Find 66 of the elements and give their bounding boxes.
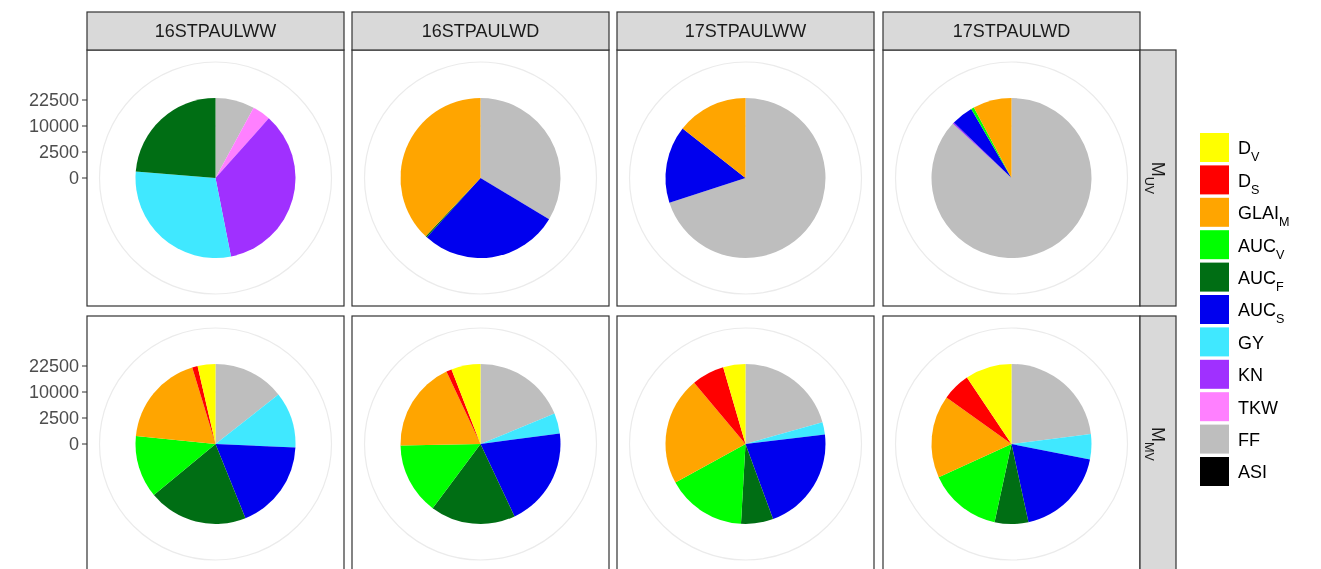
pie-slice — [215, 98, 254, 178]
pie-slice — [197, 364, 216, 444]
pie-slice — [215, 118, 296, 257]
pie-slice — [1011, 364, 1091, 444]
pie-slice — [953, 108, 1012, 178]
text: 2500 — [38, 408, 79, 429]
legend-label: D$_{V}$ — [1238, 138, 1260, 165]
text: 22500 — [28, 90, 79, 111]
pie-slice — [135, 435, 216, 495]
pie-slice — [665, 382, 746, 483]
legend-label: AUC$_{S}$ — [1238, 300, 1285, 327]
pie-slice — [745, 422, 825, 444]
legend-label: AUC$_{V}$ — [1238, 235, 1286, 262]
pie-slice — [745, 434, 826, 520]
chart-title: 16STPAULWW — [154, 21, 277, 42]
pie-slice — [480, 364, 555, 444]
legend-label: KN — [1238, 365, 1264, 386]
pie-slice — [215, 107, 269, 178]
pie-slice — [938, 444, 1012, 523]
legend-label: GLAI$_{M}$ — [1238, 203, 1290, 230]
text: 10000 — [28, 116, 79, 137]
pie-slice — [400, 371, 481, 446]
legend-label: TKW — [1238, 397, 1278, 418]
pie-slice — [192, 366, 216, 444]
pie-slice — [480, 98, 561, 220]
pie-slice — [946, 377, 1012, 444]
pie-slice — [1011, 444, 1090, 523]
text: 10000 — [28, 382, 79, 403]
pie-slice — [135, 98, 216, 178]
pie-slice — [400, 98, 481, 237]
pie-slice — [675, 444, 746, 524]
pie-slice — [931, 397, 1012, 478]
pie-slice — [215, 364, 279, 444]
pie-slice — [135, 171, 231, 258]
pie-slice — [665, 128, 746, 203]
pie-slice — [745, 364, 823, 444]
pie-slice — [740, 444, 774, 524]
pie-slice — [153, 444, 246, 524]
pie-slice — [400, 444, 481, 509]
text: 0 — [68, 434, 79, 455]
legend-label: ASI — [1238, 462, 1268, 483]
pie-slice — [994, 444, 1029, 524]
pie-slice — [426, 178, 550, 258]
pie-slice — [694, 367, 746, 444]
chart-title: 16STPAULWD — [421, 21, 540, 42]
legend-label: D$_{S}$ — [1238, 170, 1260, 197]
chart-title: 17STPAULWW — [684, 21, 807, 42]
pie-slice — [682, 98, 746, 178]
pie-slice — [1011, 433, 1092, 460]
pie-slice — [135, 367, 216, 444]
pie-slice — [432, 444, 515, 524]
chart-title: 17STPAULWD — [952, 21, 1071, 42]
legend-label: GY — [1238, 332, 1265, 353]
pie-slice — [966, 364, 1012, 444]
pie-slice — [971, 107, 1012, 178]
legend-label: AUC$_{F}$ — [1238, 267, 1285, 294]
legend-label: FF — [1238, 429, 1260, 450]
pie-slice — [480, 433, 561, 517]
pie-slice — [723, 364, 746, 444]
pie-slice — [215, 394, 296, 448]
pie-slice — [480, 413, 560, 444]
pie-slice — [215, 444, 296, 519]
pie-slice — [973, 98, 1012, 178]
text: 0 — [68, 168, 79, 189]
text: 2500 — [38, 142, 79, 163]
text: 22500 — [28, 356, 79, 377]
